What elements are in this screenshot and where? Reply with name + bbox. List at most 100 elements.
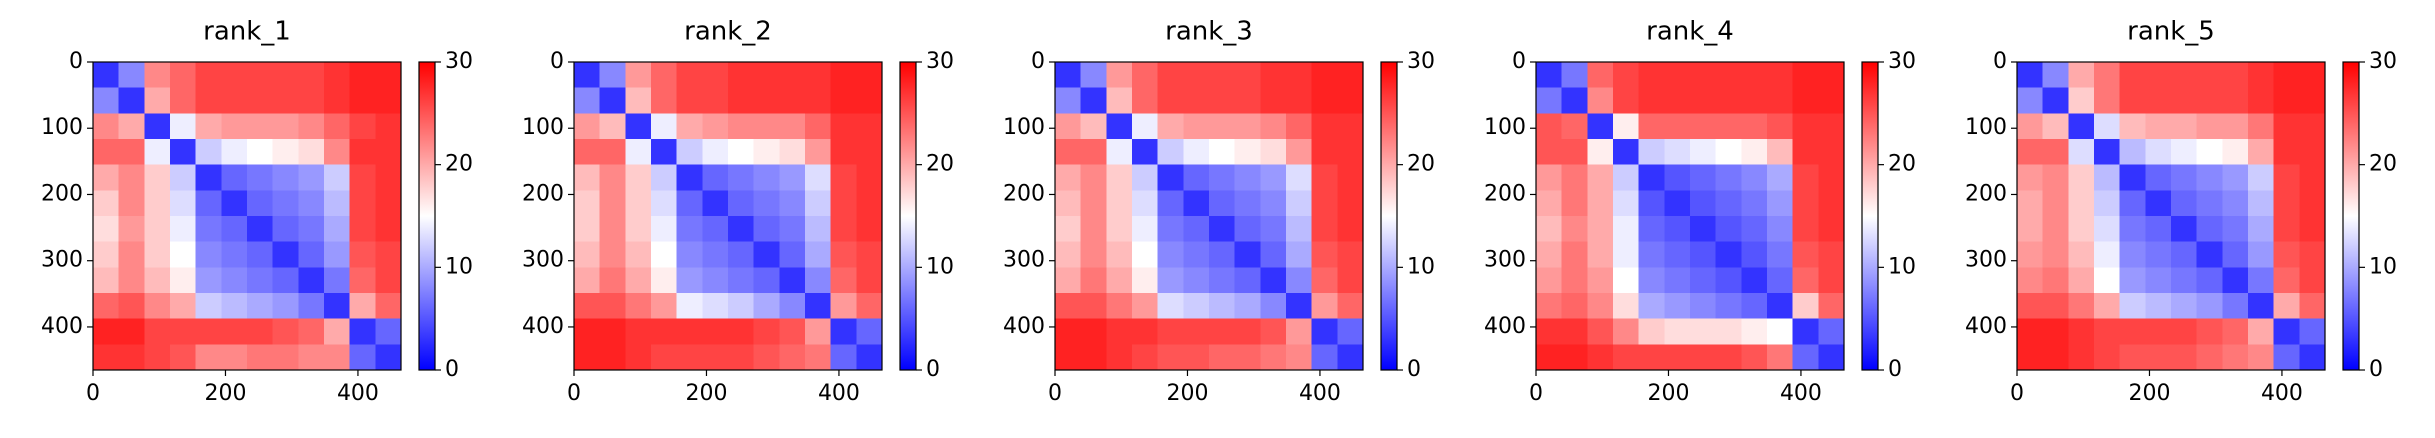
heatmap-cell bbox=[247, 113, 274, 140]
heatmap-cell bbox=[1715, 190, 1742, 217]
heatmap-cell bbox=[1132, 267, 1159, 294]
heatmap-cell bbox=[375, 113, 402, 140]
heatmap-cell bbox=[753, 216, 780, 243]
colorbar-tick-label: 20 bbox=[445, 152, 473, 177]
heatmap-cell bbox=[1690, 216, 1717, 243]
heatmap-cell bbox=[574, 267, 601, 294]
heatmap-cell bbox=[247, 318, 274, 345]
heatmap-cell bbox=[298, 113, 325, 140]
heatmap-cell bbox=[2042, 267, 2069, 294]
heatmap-cell bbox=[375, 344, 402, 371]
heatmap-cell bbox=[1587, 87, 1614, 114]
heatmap-cell bbox=[1767, 241, 1794, 268]
heatmap-cell bbox=[221, 241, 248, 268]
heatmap-cell bbox=[830, 87, 857, 114]
heatmap-cell bbox=[324, 190, 351, 217]
heatmap-cell bbox=[1638, 139, 1665, 166]
y-tick-label: 0 bbox=[69, 49, 83, 74]
heatmap-cell bbox=[2068, 190, 2095, 217]
colorbar-tick-label: 10 bbox=[1407, 254, 1435, 279]
heatmap-cell bbox=[2094, 293, 2121, 320]
heatmap-cell bbox=[221, 293, 248, 320]
heatmap-cell bbox=[1234, 216, 1261, 243]
heatmap-cell bbox=[2094, 87, 2121, 114]
heatmap-cell bbox=[1311, 139, 1338, 166]
heatmap-cell bbox=[1337, 113, 1364, 140]
heatmap-cell bbox=[2273, 267, 2300, 294]
heatmap-cell bbox=[2196, 267, 2223, 294]
heatmap-cell bbox=[1613, 113, 1640, 140]
y-tick-label: 100 bbox=[1484, 115, 1526, 140]
heatmap-cell bbox=[625, 164, 652, 191]
heatmap-cell bbox=[1311, 344, 1338, 371]
heatmap-cell bbox=[1767, 216, 1794, 243]
heatmap-cell bbox=[1561, 87, 1588, 114]
y-tick-label: 400 bbox=[1965, 314, 2007, 339]
heatmap-cell bbox=[1234, 318, 1261, 345]
colorbar-tick-label: 10 bbox=[926, 254, 954, 279]
heatmap-cell bbox=[753, 267, 780, 294]
heatmap-cell bbox=[1183, 241, 1210, 268]
heatmap-cell bbox=[625, 293, 652, 320]
heatmap-cell bbox=[272, 344, 299, 371]
heatmap-cell bbox=[805, 318, 832, 345]
heatmap-cell bbox=[298, 318, 325, 345]
heatmap-cell bbox=[1613, 267, 1640, 294]
y-tick-label: 100 bbox=[522, 115, 564, 140]
heatmap-cell bbox=[2145, 62, 2172, 89]
heatmap-cell bbox=[1690, 241, 1717, 268]
heatmap-cell bbox=[1587, 62, 1614, 89]
heatmap-cell bbox=[1080, 62, 1107, 89]
heatmap-cell bbox=[2222, 62, 2249, 89]
heatmap-cell bbox=[1260, 318, 1287, 345]
heatmap-cell bbox=[1209, 344, 1236, 371]
heatmap-cell bbox=[1818, 293, 1845, 320]
heatmap-cell bbox=[1337, 62, 1364, 89]
heatmap-cell bbox=[1106, 318, 1133, 345]
heatmap-cell bbox=[2222, 164, 2249, 191]
heatmap-cell bbox=[1613, 241, 1640, 268]
heatmap-cell bbox=[1664, 139, 1691, 166]
colorbar-tick-label: 0 bbox=[1888, 357, 1902, 382]
heatmap-cell bbox=[779, 344, 806, 371]
heatmap-cell bbox=[1818, 164, 1845, 191]
heatmap-cell bbox=[779, 164, 806, 191]
heatmap-cell bbox=[2248, 62, 2275, 89]
heatmap-cell bbox=[1792, 87, 1819, 114]
heatmap-cell bbox=[1664, 318, 1691, 345]
heatmap-cell bbox=[1536, 62, 1563, 89]
heatmap-cell bbox=[1561, 113, 1588, 140]
heatmap-cell bbox=[2042, 216, 2069, 243]
heatmap-cell bbox=[247, 190, 274, 217]
heatmap-cell bbox=[1234, 164, 1261, 191]
heatmap-cell bbox=[1792, 293, 1819, 320]
heatmap-cell bbox=[574, 190, 601, 217]
heatmap-cell bbox=[1132, 293, 1159, 320]
heatmap-cell bbox=[1638, 62, 1665, 89]
heatmap-cell bbox=[2145, 190, 2172, 217]
heatmap-cell bbox=[651, 62, 678, 89]
heatmap-cell bbox=[1613, 62, 1640, 89]
heatmap-cell bbox=[324, 139, 351, 166]
heatmap-cell bbox=[1818, 216, 1845, 243]
x-tick-label: 0 bbox=[2010, 381, 2024, 406]
heatmap-cell bbox=[1260, 139, 1287, 166]
heatmap-cell bbox=[1260, 267, 1287, 294]
heatmap-cell bbox=[651, 113, 678, 140]
heatmap-cell bbox=[118, 318, 145, 345]
heatmap-cell bbox=[1536, 164, 1563, 191]
heatmap-cell bbox=[1664, 344, 1691, 371]
heatmap-cell bbox=[1818, 87, 1845, 114]
heatmap-cell bbox=[856, 216, 883, 243]
heatmap-cell bbox=[1055, 241, 1082, 268]
heatmap-cell bbox=[2222, 139, 2249, 166]
y-tick-label: 400 bbox=[1484, 314, 1526, 339]
heatmap-cell bbox=[1741, 241, 1768, 268]
heatmap-cell bbox=[2094, 139, 2121, 166]
heatmap-cell bbox=[1209, 190, 1236, 217]
heatmap-cell bbox=[247, 216, 274, 243]
heatmap-cell bbox=[1536, 113, 1563, 140]
heatmap-cell bbox=[779, 241, 806, 268]
heatmap-cell bbox=[2068, 318, 2095, 345]
heatmap-cell bbox=[1767, 293, 1794, 320]
